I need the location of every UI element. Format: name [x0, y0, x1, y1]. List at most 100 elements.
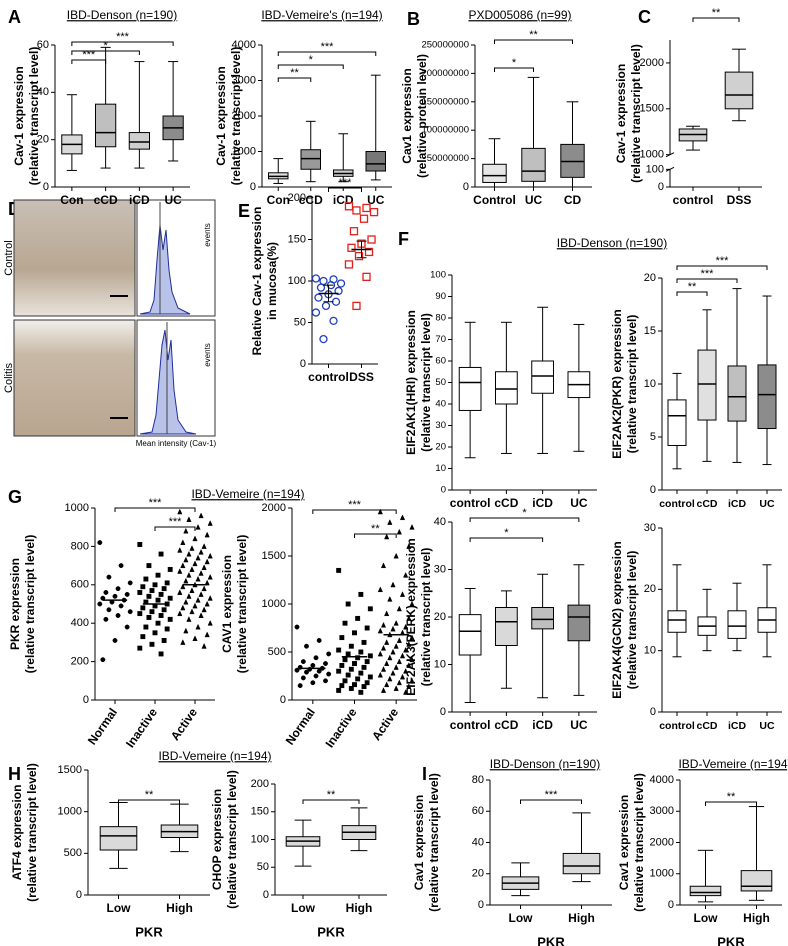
point — [100, 657, 106, 663]
point — [403, 667, 409, 674]
x-tick-label: CD — [564, 193, 582, 207]
point — [345, 601, 351, 607]
point — [329, 316, 338, 325]
point — [204, 600, 210, 607]
point — [409, 600, 415, 607]
y-axis-label: (relative transcript level) — [629, 44, 643, 183]
y-tick-label: 1000 — [650, 868, 674, 880]
box — [458, 614, 482, 656]
point — [339, 683, 345, 689]
y-axis-label: PKR expression — [8, 558, 22, 650]
significance-label: ** — [688, 281, 697, 293]
significance-label: ** — [145, 789, 154, 801]
panel-label: B — [407, 9, 420, 29]
point — [167, 616, 173, 622]
point — [342, 657, 348, 663]
point — [192, 635, 198, 642]
significance-bracket — [676, 291, 708, 296]
point — [377, 627, 383, 634]
point — [336, 668, 342, 674]
point — [403, 646, 409, 653]
point — [186, 571, 192, 578]
point — [409, 656, 415, 663]
point — [384, 681, 390, 688]
point — [352, 206, 361, 215]
y-axis-label: EIF2AK2(PKR) expression — [610, 309, 624, 458]
point — [406, 641, 412, 647]
y-tick-label: 2000 — [232, 110, 256, 122]
panel-label: G — [8, 487, 22, 507]
y-axis-label: CHOP expression — [210, 789, 224, 890]
point — [189, 587, 195, 594]
point — [195, 554, 201, 561]
y-tick-label: 3000 — [232, 74, 256, 86]
y-tick-label: 40 — [37, 86, 49, 98]
y-tick-label: 100 — [646, 163, 664, 175]
y-tick-label: 0 — [83, 694, 89, 706]
point — [158, 591, 164, 597]
point — [387, 675, 393, 682]
point — [345, 672, 351, 678]
y-tick-label: 0 — [43, 181, 49, 193]
point — [364, 247, 374, 257]
hist-label: events — [203, 223, 212, 247]
point — [310, 662, 316, 668]
x-tick-label: iCD — [728, 498, 747, 510]
point — [380, 644, 387, 651]
significance-bracket — [277, 77, 312, 82]
y-axis-label: (relative transcript level) — [632, 773, 646, 912]
x-tick-label: DSS — [349, 370, 374, 384]
point — [387, 654, 393, 661]
point — [198, 591, 204, 597]
point — [201, 642, 207, 649]
significance-label: *** — [321, 41, 335, 53]
point — [158, 651, 164, 657]
point — [161, 607, 167, 613]
y-tick-label: 2000 — [640, 57, 664, 69]
significance-bracket — [676, 265, 768, 270]
y-tick-label: 400 — [71, 617, 89, 629]
point — [152, 582, 158, 588]
box — [727, 365, 747, 422]
y-tick-label: 3000 — [650, 805, 674, 817]
significance-bracket — [328, 187, 362, 192]
y-tick-label: 250000000 — [421, 40, 469, 51]
point — [369, 207, 379, 217]
point — [207, 552, 213, 559]
y-axis-label: in mucosa(%) — [265, 242, 279, 320]
x-tick-label: Con — [60, 193, 83, 207]
significance-label: *** — [348, 499, 362, 511]
x-tick-label: control — [659, 720, 695, 732]
point — [339, 635, 345, 641]
box — [300, 149, 321, 170]
y-tick-label: 200 — [71, 656, 89, 668]
point — [189, 545, 195, 551]
point — [342, 620, 348, 626]
point — [161, 638, 167, 643]
point — [393, 642, 399, 649]
box — [667, 610, 687, 633]
point — [390, 648, 396, 655]
x-tick-label: UC — [525, 193, 543, 207]
point — [384, 639, 390, 645]
point — [149, 609, 155, 615]
significance-bracket — [277, 64, 344, 69]
point — [195, 575, 201, 582]
point — [355, 615, 361, 621]
point — [149, 641, 155, 647]
y-tick-label: 50 — [257, 861, 269, 873]
point — [115, 586, 121, 592]
y-axis-label: ATF4 expression — [10, 785, 24, 881]
panel-label: A — [8, 7, 21, 27]
point — [118, 603, 124, 609]
micrograph — [13, 199, 136, 317]
box — [95, 103, 117, 148]
x-tick-label: cCD — [494, 718, 518, 732]
y-axis-label: Cav-1 expression — [614, 64, 628, 163]
point — [352, 301, 361, 311]
point — [300, 675, 306, 681]
point — [189, 608, 195, 615]
point — [155, 572, 161, 578]
y-tick-label: 100 — [430, 270, 446, 281]
y-tick-label: 10 — [434, 658, 446, 670]
